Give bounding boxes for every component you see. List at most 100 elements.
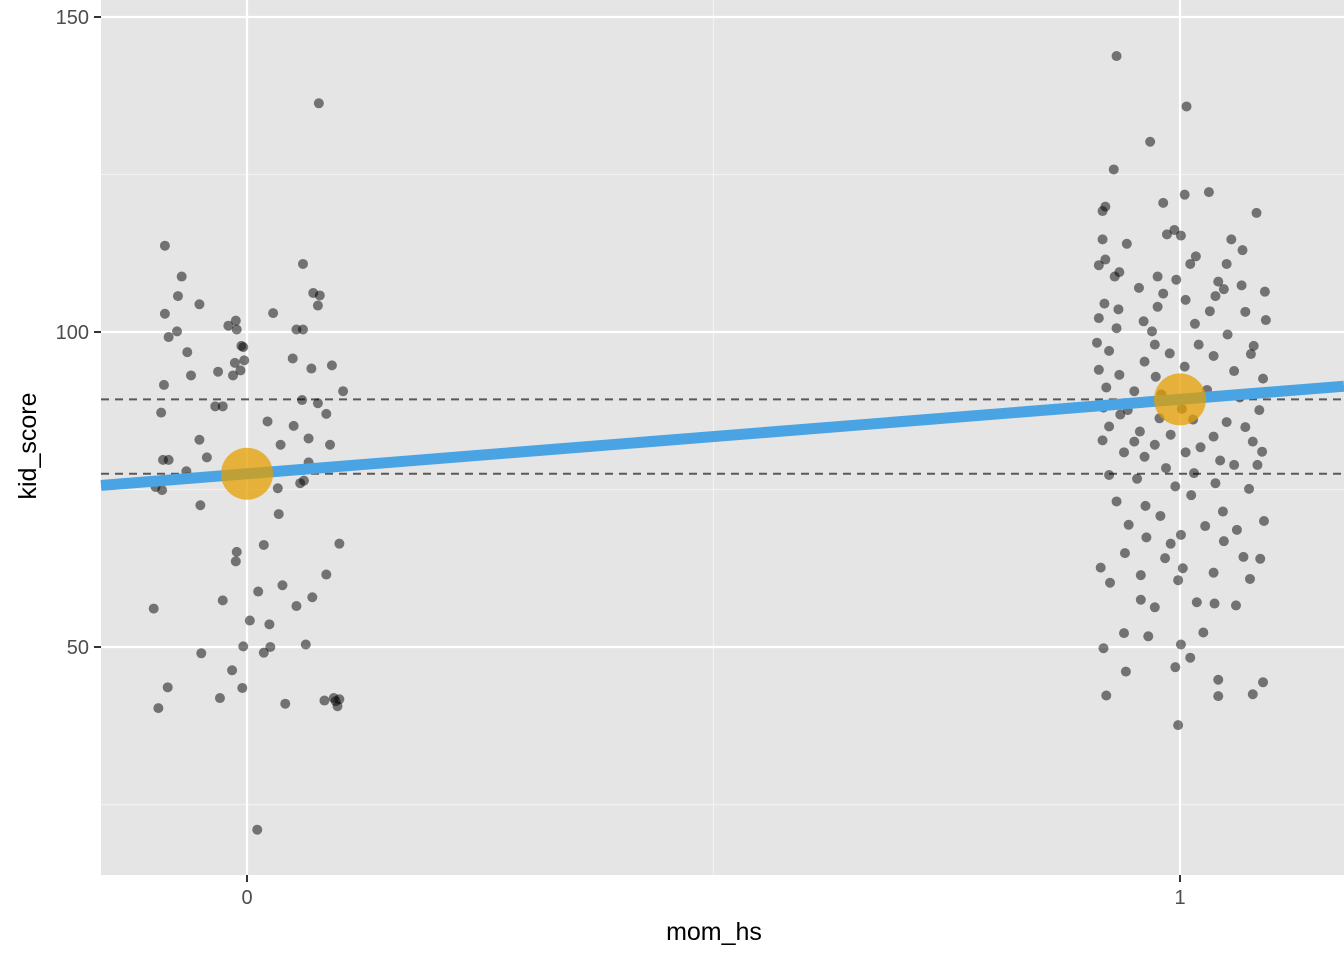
data-point <box>1135 570 1146 581</box>
data-point <box>148 603 159 614</box>
data-point <box>1119 447 1130 458</box>
data-point <box>1155 510 1166 521</box>
data-point <box>1098 643 1109 654</box>
regression-line <box>100 380 1344 491</box>
data-point <box>272 483 283 494</box>
data-point <box>156 407 167 418</box>
grid-lines <box>101 0 1344 875</box>
y-tick-label: 50 <box>67 637 89 659</box>
data-point <box>297 258 308 269</box>
data-point <box>1161 463 1172 474</box>
data-point <box>280 698 291 709</box>
data-point <box>1158 197 1169 208</box>
data-point <box>1226 234 1237 245</box>
data-point <box>1139 356 1150 367</box>
data-point <box>1101 382 1112 393</box>
data-point <box>1150 371 1161 382</box>
data-point <box>210 401 221 412</box>
data-point <box>1140 500 1151 511</box>
data-point <box>1191 597 1202 608</box>
data-point <box>162 682 173 693</box>
data-point <box>153 703 164 714</box>
data-point <box>163 332 174 343</box>
data-point <box>1099 298 1110 309</box>
data-point <box>1169 224 1180 235</box>
data-point <box>172 291 183 302</box>
data-point <box>1133 282 1144 293</box>
data-point <box>201 452 212 463</box>
data-point <box>186 370 197 381</box>
data-point <box>1260 315 1271 326</box>
data-point <box>321 408 332 419</box>
data-point <box>1111 496 1122 507</box>
data-point <box>1165 538 1176 549</box>
data-point <box>1132 473 1143 484</box>
data-point <box>1195 442 1206 453</box>
data-point <box>1208 431 1219 442</box>
data-point <box>1236 280 1247 291</box>
data-point <box>1203 187 1214 198</box>
data-point <box>1188 468 1199 479</box>
data-point <box>1147 326 1158 337</box>
data-point <box>172 326 183 337</box>
data-point <box>1111 51 1122 62</box>
data-point <box>326 360 337 371</box>
data-point <box>1101 690 1112 701</box>
data-point <box>1238 551 1249 562</box>
data-point <box>1119 548 1130 559</box>
data-point <box>1190 251 1201 262</box>
data-point <box>1104 470 1115 481</box>
data-point <box>298 475 309 486</box>
data-point <box>313 98 324 109</box>
data-point <box>1240 422 1251 433</box>
data-point <box>277 580 288 591</box>
data-point <box>319 695 330 706</box>
data-point <box>1093 260 1104 271</box>
data-point <box>287 353 298 364</box>
data-point <box>1121 238 1132 249</box>
data-point <box>321 569 332 580</box>
axes: 50 100 150 0 1 <box>56 7 1186 909</box>
data-point <box>230 315 241 326</box>
data-point <box>1209 598 1220 609</box>
data-point <box>163 454 174 465</box>
data-point <box>314 290 325 301</box>
data-point <box>1093 313 1104 324</box>
data-point <box>1180 294 1191 305</box>
data-point <box>1218 536 1229 547</box>
data-point <box>1170 481 1181 492</box>
data-point <box>1141 532 1152 543</box>
data-point <box>1119 628 1130 639</box>
data-point <box>1200 521 1211 532</box>
data-point <box>1104 345 1115 356</box>
data-point <box>1097 234 1108 245</box>
y-tick-label: 150 <box>56 7 89 29</box>
data-point <box>1104 421 1115 432</box>
data-point <box>217 401 228 412</box>
data-point <box>1240 306 1251 317</box>
data-point <box>1198 627 1209 638</box>
data-point <box>182 347 193 358</box>
data-point <box>217 595 228 606</box>
data-point <box>1145 136 1156 147</box>
data-point <box>1221 258 1232 269</box>
data-point <box>1175 639 1186 650</box>
data-point <box>244 615 255 626</box>
data-point <box>1160 553 1171 564</box>
data-point <box>297 324 308 335</box>
data-point <box>291 601 302 612</box>
group-means <box>221 373 1206 500</box>
data-point <box>325 439 336 450</box>
data-point <box>1143 631 1154 642</box>
data-point <box>213 366 224 377</box>
data-point <box>1170 662 1181 673</box>
data-point <box>1093 364 1104 375</box>
data-point <box>1114 369 1125 380</box>
data-point <box>1258 677 1269 688</box>
data-point <box>265 642 276 652</box>
data-point <box>231 324 242 335</box>
x-tick-label: 1 <box>1174 887 1185 909</box>
data-point <box>1186 490 1197 501</box>
data-point <box>312 300 323 311</box>
